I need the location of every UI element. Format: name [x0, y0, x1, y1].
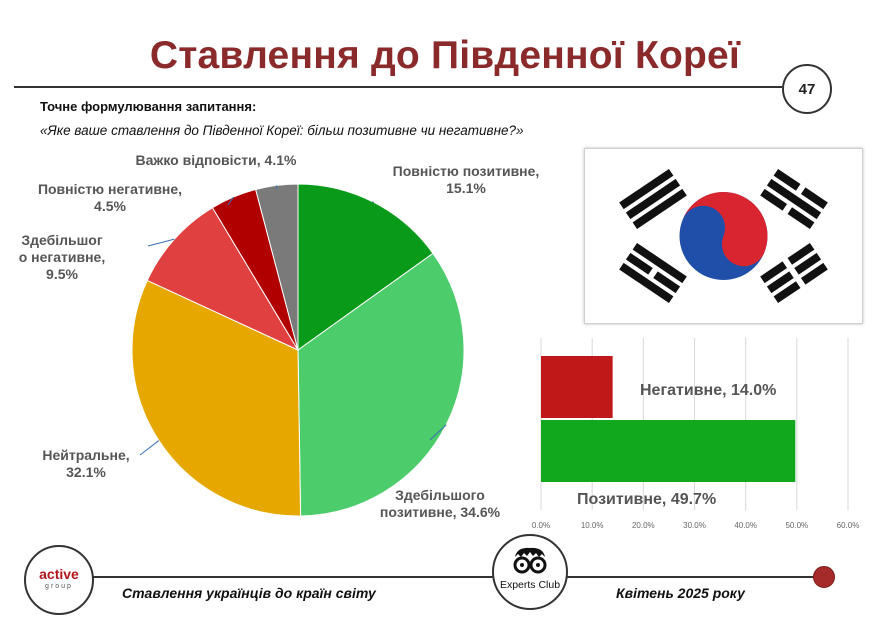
question-heading: Точне формулювання запитання: [40, 99, 257, 114]
page-number-badge: 47 [782, 64, 832, 114]
x-tick-label: 50.0% [785, 521, 808, 530]
footer-right-caption: Квітень 2025 року [616, 585, 745, 601]
footer-divider [48, 576, 824, 578]
footer-left-caption: Ставлення українців до країн світу [122, 585, 376, 601]
bar-data-label: Позитивне, 49.7% [577, 491, 716, 508]
pie-data-label: Повністю позитивне, 15.1% [393, 163, 540, 196]
logo-text: active [39, 566, 79, 582]
x-tick-label: 60.0% [837, 521, 860, 530]
bar-data-label: Негативне, 14.0% [640, 382, 776, 399]
logo-text: Experts Club [499, 579, 561, 591]
leader-line [429, 424, 447, 441]
bar [541, 356, 613, 418]
x-tick-label: 20.0% [632, 521, 655, 530]
pie-data-label: Важко відповісти, 4.1% [136, 152, 297, 168]
pie-slice [131, 279, 302, 517]
pie-data-label: Здебільшог о негативне, 9.5% [19, 232, 106, 282]
leader-line [147, 238, 175, 247]
active-group-logo: active group [24, 545, 94, 615]
south-korea-flag-icon [584, 148, 863, 324]
pie-data-label: Нейтральне, 32.1% [42, 447, 129, 480]
pie-data-label: Здебільшого позитивне, 34.6% [380, 487, 501, 520]
title-divider [14, 86, 782, 88]
bar [541, 420, 796, 482]
footer-dot [813, 566, 835, 588]
page-title: Ставлення до Південної Кореї [149, 34, 741, 77]
x-tick-label: 40.0% [734, 521, 757, 530]
experts-club-logo: Experts Club [492, 534, 568, 610]
x-tick-label: 30.0% [683, 521, 706, 530]
logo-subtext: group [45, 583, 73, 590]
pie-data-label: Повністю негативне, 4.5% [38, 181, 182, 214]
x-tick-label: 0.0% [532, 521, 550, 530]
glasses-face-icon [513, 547, 547, 574]
pie-chart: Повністю позитивне, 15.1% Здебільшого позит… [19, 152, 540, 520]
bar-chart: 0.0% 10.0% 20.0% 30.0% 40.0% 50.0% 60.0% Негати… [532, 338, 860, 530]
leader-line [227, 196, 234, 206]
x-tick-label: 10.0% [581, 521, 604, 530]
leader-line [139, 440, 160, 456]
question-text: «Яке ваше ставлення до Південної Кореї: … [40, 123, 524, 138]
